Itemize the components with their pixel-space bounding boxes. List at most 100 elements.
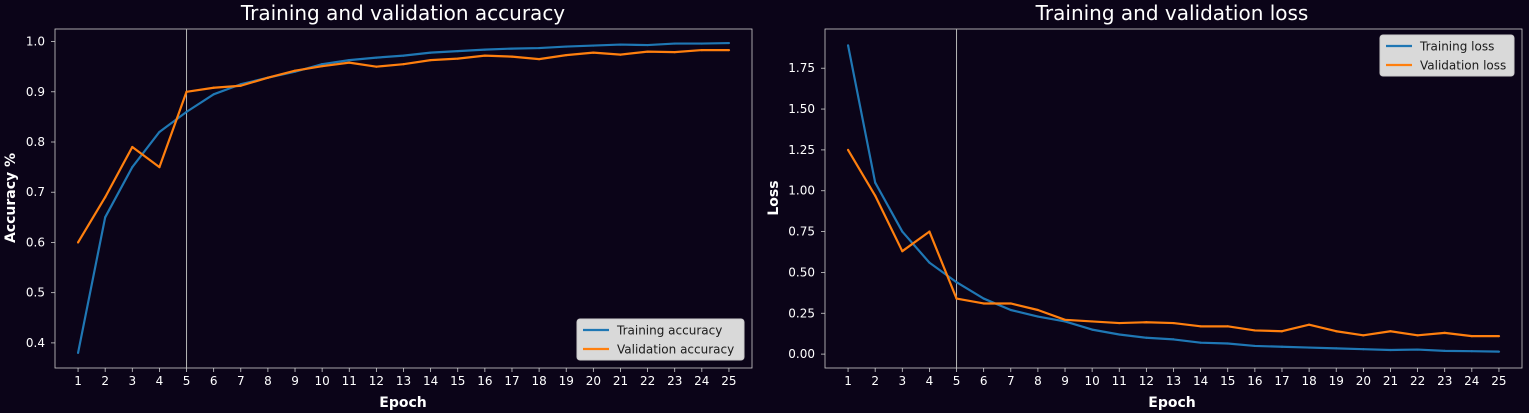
loss-x-tick-label: 8: [1034, 374, 1042, 388]
loss-y-tick-label: 1.00: [788, 184, 815, 198]
loss-data-point: [1172, 338, 1175, 341]
accuracy-data-point: [429, 51, 432, 54]
loss-x-tick-label: 1: [844, 374, 852, 388]
loss-x-tick-label: 6: [980, 374, 988, 388]
loss-data-point: [1091, 320, 1094, 323]
loss-data-point: [1443, 331, 1446, 334]
accuracy-data-point: [619, 43, 622, 46]
loss-x-axis-label: Epoch: [1148, 395, 1195, 411]
accuracy-data-point: [538, 58, 541, 61]
loss-x-tick-label: 24: [1464, 374, 1479, 388]
accuracy-data-point: [646, 50, 649, 53]
loss-data-point: [1280, 345, 1284, 348]
accuracy-data-point: [483, 54, 486, 57]
accuracy-x-tick-label: 9: [291, 374, 299, 388]
loss-data-point: [1308, 323, 1311, 326]
accuracy-data-point: [483, 48, 486, 51]
accuracy-legend: Training accuracy Validation accuracy: [576, 318, 745, 361]
loss-data-point: [874, 181, 877, 184]
accuracy-x-tick-label: 2: [101, 374, 109, 388]
loss-data-point: [1226, 325, 1229, 328]
loss-data-point: [1253, 344, 1256, 348]
accuracy-x-tick-label: 10: [314, 374, 329, 388]
loss-x-tick-label: 5: [953, 374, 961, 388]
accuracy-data-point: [375, 56, 378, 59]
loss-data-point: [1416, 334, 1419, 337]
accuracy-x-tick-label: 7: [237, 374, 245, 388]
loss-y-tick-label: 0.50: [788, 265, 815, 279]
accuracy-data-point: [402, 63, 405, 66]
loss-data-point: [955, 297, 958, 300]
loss-data-point: [1118, 333, 1121, 336]
loss-data-point: [846, 44, 850, 47]
loss-data-point: [1362, 334, 1365, 337]
accuracy-data-point: [239, 84, 242, 87]
loss-x-tick-label: 4: [926, 374, 934, 388]
loss-x-tick-label: 16: [1247, 374, 1262, 388]
accuracy-data-point: [293, 69, 297, 72]
accuracy-data-point: [158, 130, 161, 134]
loss-y-tick-label: 0.25: [788, 306, 815, 320]
loss-data-point: [846, 148, 850, 151]
loss-x-tick-label: 17: [1274, 374, 1289, 388]
loss-data-point: [1308, 346, 1311, 349]
loss-x-tick-label: 18: [1301, 374, 1316, 388]
loss-data-point: [982, 297, 985, 300]
accuracy-x-tick-label: 23: [667, 374, 682, 388]
accuracy-data-point: [321, 65, 324, 68]
loss-x-tick-label: 10: [1084, 374, 1099, 388]
loss-x-tick-label: 2: [871, 374, 879, 388]
accuracy-data-point: [673, 42, 676, 45]
loss-data-point: [982, 302, 985, 305]
loss-x-tick-label: 22: [1410, 374, 1425, 388]
loss-data-point: [1389, 348, 1392, 352]
accuracy-x-tick-label: 24: [694, 374, 709, 388]
accuracy-data-point: [727, 41, 731, 45]
loss-legend-label: Training loss: [1419, 40, 1494, 54]
accuracy-x-tick-label: 20: [586, 374, 601, 388]
accuracy-data-point: [104, 196, 107, 199]
loss-data-point: [955, 281, 958, 284]
loss-data-point: [1335, 347, 1338, 350]
loss-data-point: [901, 250, 904, 253]
loss-chart: Training and validation loss 1 2 3 4 5 6 7 8 9 10…: [766, 1, 1523, 411]
accuracy-data-point: [429, 59, 432, 62]
accuracy-data-point: [700, 42, 703, 45]
loss-data-point: [928, 230, 931, 233]
loss-data-point: [1389, 330, 1392, 333]
accuracy-data-point: [592, 51, 595, 54]
accuracy-data-point: [321, 63, 324, 66]
accuracy-data-point: [76, 241, 80, 244]
accuracy-data-point: [348, 61, 351, 64]
accuracy-data-point: [185, 90, 188, 93]
accuracy-data-point: [592, 44, 595, 47]
loss-data-point: [928, 261, 931, 264]
accuracy-data-point: [538, 46, 541, 50]
loss-legend-box: [1379, 34, 1515, 77]
accuracy-x-tick-label: 8: [264, 374, 272, 388]
accuracy-x-tick-label: 5: [183, 374, 191, 388]
accuracy-x-tick-label: 19: [559, 374, 574, 388]
accuracy-data-point: [510, 47, 514, 50]
loss-y-axis-label: Loss: [766, 180, 782, 215]
loss-x-tick-label: 20: [1356, 374, 1371, 388]
loss-x-tick-label: 11: [1112, 374, 1127, 388]
accuracy-data-point: [212, 86, 215, 89]
loss-legend: Training loss Validation loss: [1379, 34, 1515, 77]
loss-x-tick-label: 3: [898, 374, 906, 388]
loss-data-point: [1009, 302, 1012, 305]
loss-data-point: [1009, 308, 1012, 312]
loss-x-tick-label: 23: [1437, 374, 1452, 388]
accuracy-data-point: [131, 145, 134, 149]
accuracy-x-axis-label: Epoch: [379, 395, 426, 411]
accuracy-data-point: [727, 48, 731, 52]
accuracy-x-tick-label: 11: [342, 374, 357, 388]
accuracy-x-tick-label: 12: [369, 374, 384, 388]
accuracy-x-tick-label: 18: [531, 374, 546, 388]
accuracy-x-tick-label: 25: [721, 374, 736, 388]
accuracy-x-tick-label: 15: [450, 374, 465, 388]
loss-x-tick-label: 9: [1061, 374, 1069, 388]
loss-legend-label: Validation loss: [1420, 59, 1506, 73]
accuracy-x-tick-label: 16: [477, 374, 492, 388]
